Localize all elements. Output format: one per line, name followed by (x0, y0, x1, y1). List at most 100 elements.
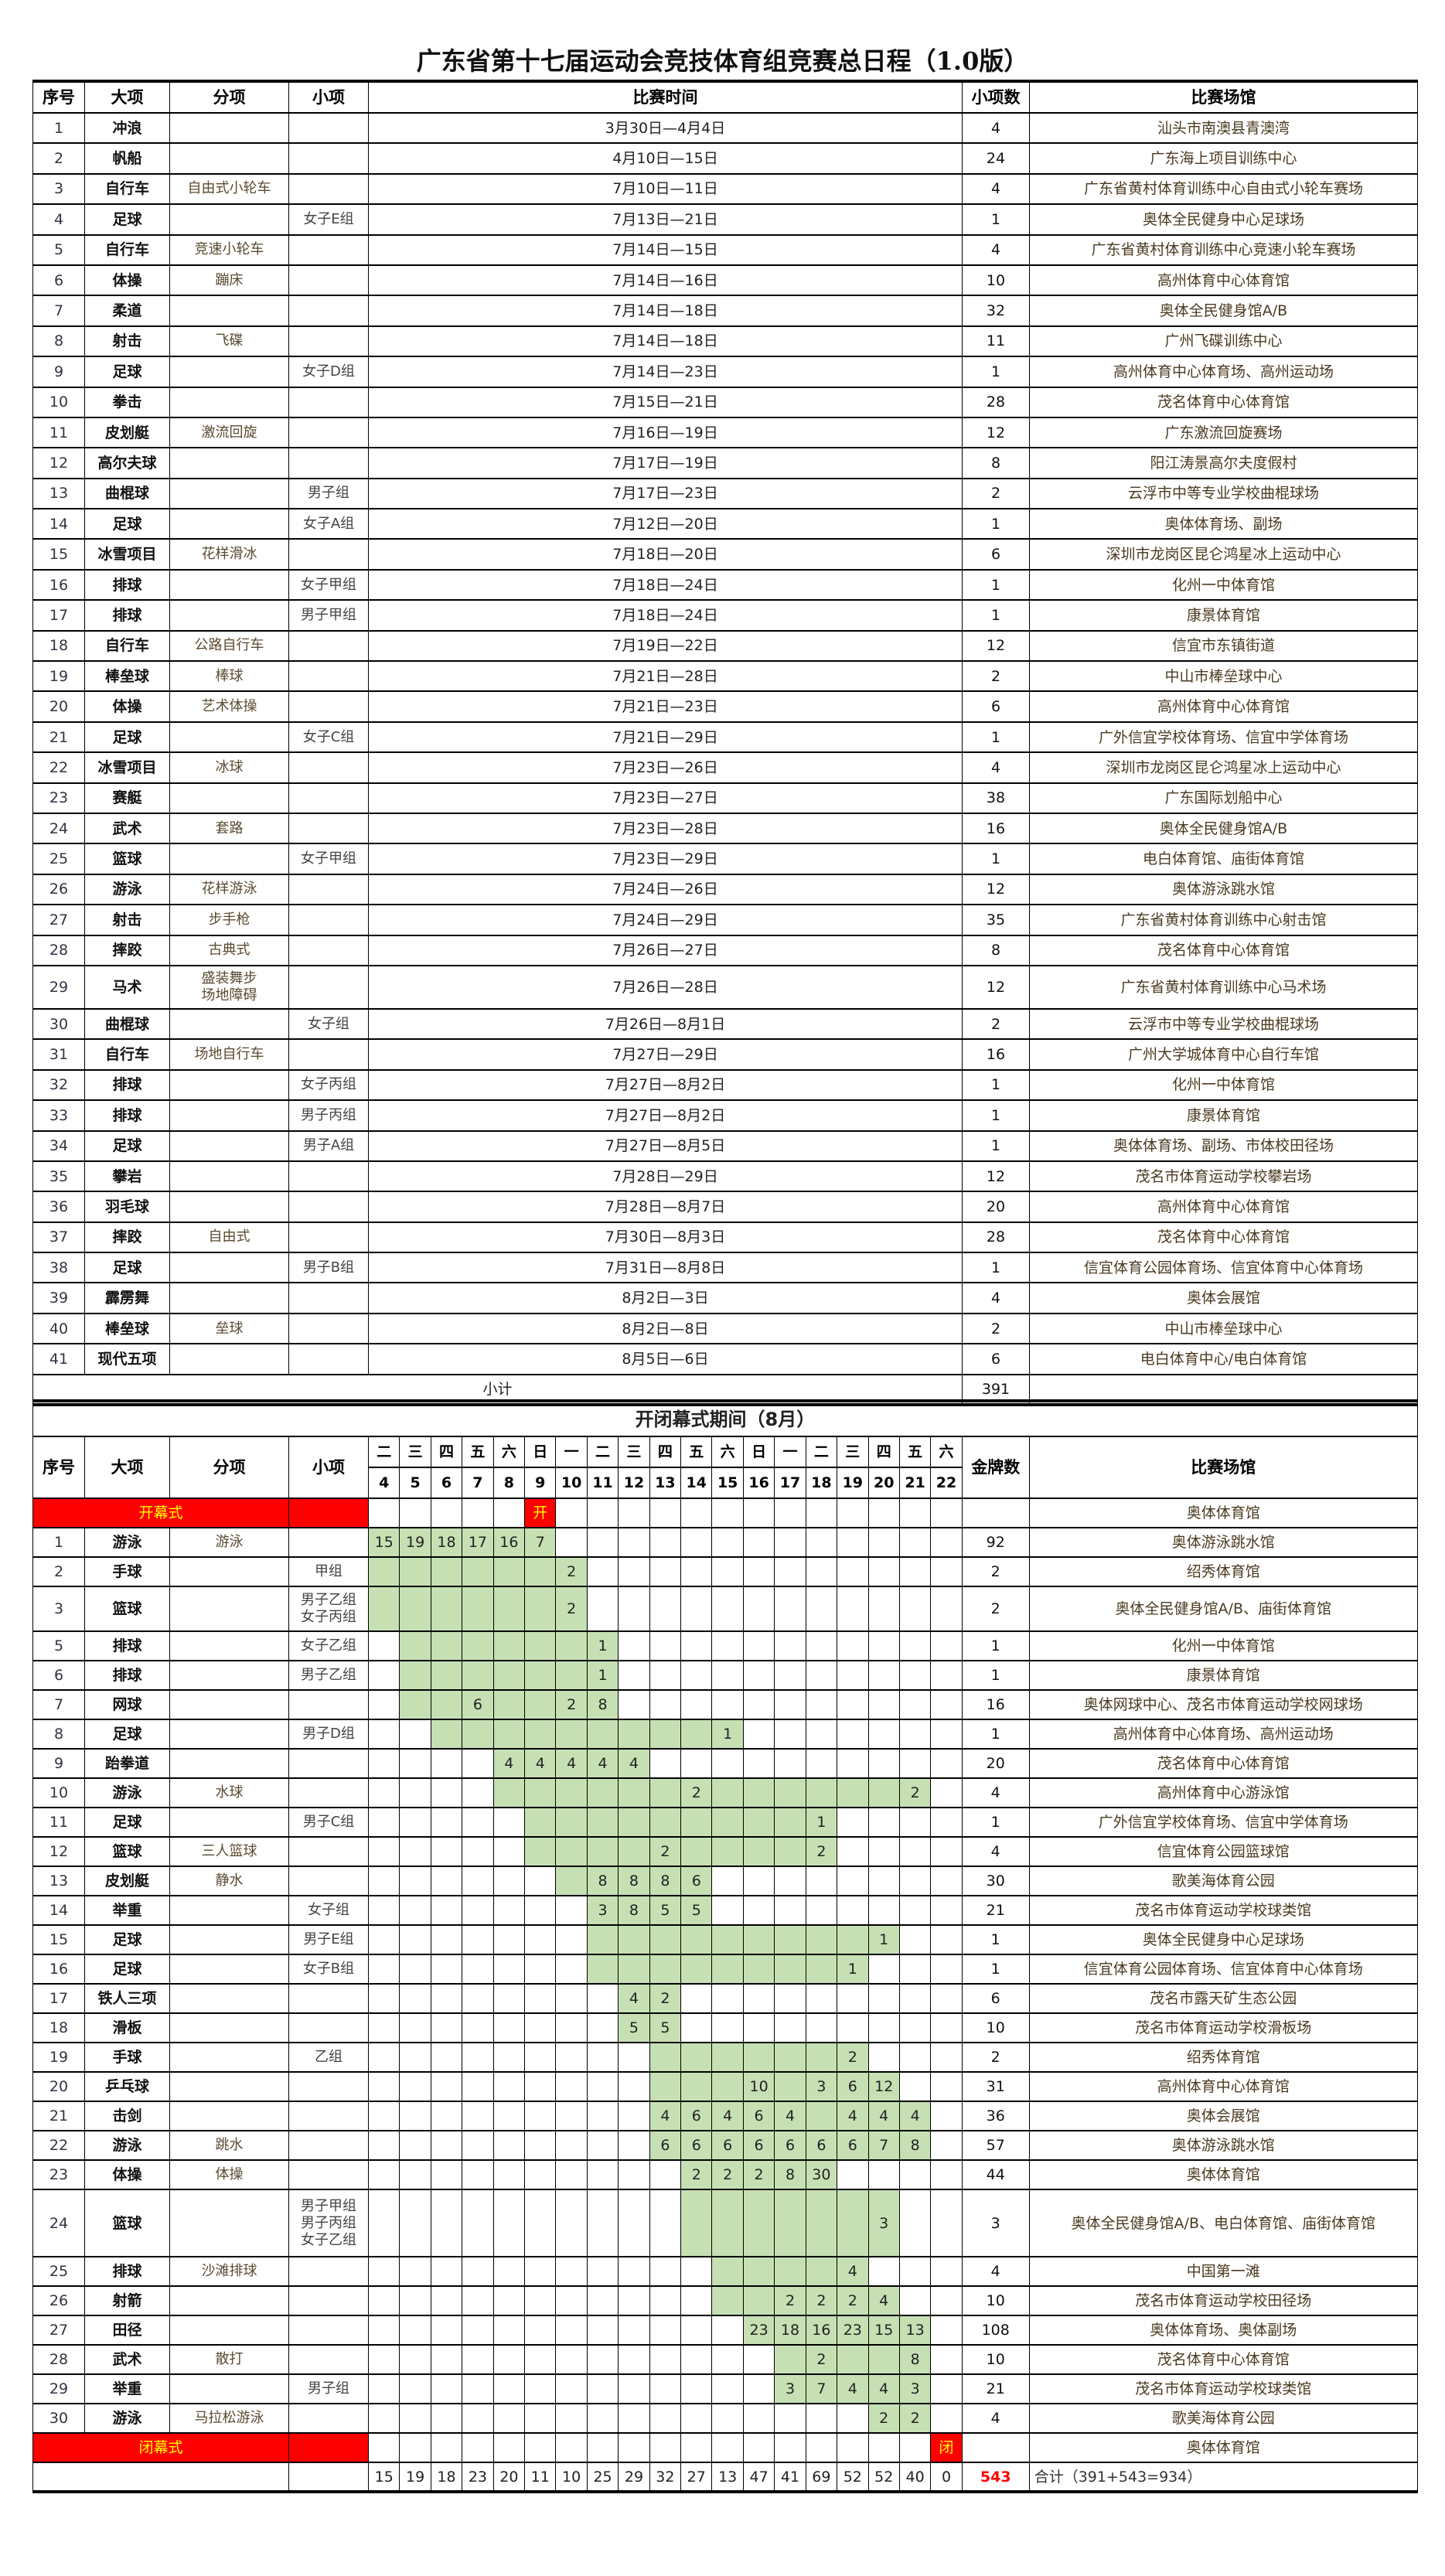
day-cell (711, 1498, 744, 1528)
day-cell (837, 1896, 869, 1926)
row-sport: 自行车 (84, 1039, 170, 1071)
day-cell (774, 1749, 806, 1779)
venue: 茂名市体育运动学校球类馆 (1028, 1896, 1418, 1926)
row-discipline (169, 204, 289, 236)
row-discipline: 公路自行车 (169, 630, 289, 663)
medal-count: 21 (961, 1896, 1030, 1926)
row-no: 29 (32, 2374, 85, 2404)
row-date: 8月2日—8日 (368, 1313, 963, 1345)
row-sport: 拳击 (84, 387, 170, 418)
row-event: 乙组 (288, 2043, 369, 2073)
day-cell (867, 2160, 900, 2190)
row-event-count: 6 (962, 1344, 1030, 1375)
medal-count: 4 (961, 2404, 1030, 2434)
day-cell (898, 1498, 932, 1528)
day-cell (618, 2189, 650, 2257)
day-cell (399, 1925, 431, 1955)
day-cell (711, 1896, 744, 1926)
day-cell (805, 1719, 838, 1750)
weekday-header: 六 (930, 1436, 963, 1468)
row-discipline (169, 113, 289, 145)
schedule-row: 25 排球 沙滩排球 4 4 中国第一滩 (32, 2257, 1418, 2287)
opening-ceremony-label: 开幕式 (32, 1498, 289, 1528)
day-cell (430, 2189, 463, 2257)
row-discipline (169, 1069, 289, 1102)
day-cell (492, 2374, 526, 2404)
day-medal-cell: 16 (805, 2315, 838, 2346)
day-cell (680, 1557, 713, 1587)
day-cell (837, 1925, 869, 1955)
row-sport: 羽毛球 (84, 1191, 170, 1223)
day-cell (555, 1661, 588, 1691)
day-cell (898, 1690, 932, 1720)
row-event-count: 12 (962, 417, 1030, 449)
day-cell (555, 1778, 588, 1808)
row-event-count: 1 (962, 509, 1030, 540)
date-header: 17 (774, 1467, 806, 1499)
day-cell (586, 2315, 619, 2346)
schedule-row: 8 足球 男子D组 1 1 高州体育中心体育场、高州运动场 (32, 1719, 1418, 1750)
day-cell (742, 2374, 775, 2404)
row-date: 7月12日—20日 (368, 509, 963, 540)
row-venue: 茂名体育中心体育馆 (1029, 935, 1418, 966)
row-venue: 广东省黄村体育训练中心马术场 (1029, 965, 1418, 1010)
row-no: 34 (32, 1130, 85, 1162)
day-cell (618, 2433, 650, 2463)
table-row: 35 攀岩 7月28日—29日 12 茂名市体育运动学校攀岩场 (32, 1160, 1418, 1193)
row-venue: 云浮市中等专业学校曲棍球场 (1029, 1008, 1418, 1041)
table-row: 20 体操 艺术体操 7月21日—23日 6 高州体育中心体育馆 (32, 691, 1418, 723)
row-no: 14 (32, 509, 85, 540)
day-cell (711, 1837, 744, 1867)
row-sport: 皮划艇 (84, 1866, 170, 1896)
day-medal-cell: 3 (898, 2374, 932, 2404)
row-no: 12 (32, 448, 85, 479)
day-medal-cell: 4 (586, 1749, 619, 1779)
day-cell (586, 1984, 619, 2014)
row-venue: 深圳市龙岗区昆仑鸿星冰上运动中心 (1029, 752, 1418, 784)
row-event (288, 2013, 369, 2043)
day-cell (462, 1984, 494, 2014)
row-event-count: 35 (962, 905, 1030, 936)
row-no: 12 (32, 1837, 85, 1867)
row-venue: 信宜体育公园体育场、信宜体育中心体育场 (1029, 1252, 1418, 1284)
row-discipline (169, 2043, 289, 2073)
day-medal-cell: 2 (837, 2043, 869, 2073)
row-event (288, 905, 369, 936)
day-cell (867, 1837, 900, 1867)
daily-total: 69 (805, 2462, 838, 2493)
medal-count: 1 (961, 1954, 1030, 1985)
day-cell (898, 1557, 932, 1587)
day-cell (711, 2345, 744, 2375)
day-cell (367, 2257, 400, 2287)
day-cell (711, 2189, 744, 2257)
row-date: 7月16日—19日 (368, 417, 963, 449)
row-event (288, 1866, 369, 1896)
row-date: 7月14日—18日 (368, 295, 963, 327)
day-cell (837, 1498, 869, 1528)
row-discipline (169, 1719, 289, 1750)
day-cell (837, 1690, 869, 1720)
day-cell (805, 1896, 838, 1926)
row-event-count: 4 (962, 1283, 1030, 1314)
venue: 奥体网球中心、茂名市体育运动学校网球场 (1028, 1690, 1418, 1720)
venue: 茂名市体育运动学校滑板场 (1028, 2013, 1418, 2043)
day-cell (930, 2315, 963, 2346)
medal-count: 1 (961, 1808, 1030, 1838)
day-cell (680, 1586, 713, 1632)
day-cell (774, 1808, 806, 1838)
row-sport: 乒乓球 (84, 2072, 170, 2102)
medal-count: 2 (961, 1586, 1030, 1632)
day-cell (618, 2131, 650, 2161)
day-cell (492, 1984, 526, 2014)
row-event (288, 1690, 369, 1720)
row-event (288, 630, 369, 663)
day-medal-cell: 4 (867, 2286, 900, 2316)
schedule-row: 3 篮球 男子乙组 女子丙组 2 2 奥体全民健身馆A/B、庙街体育馆 (32, 1586, 1418, 1632)
schedule-row: 13 皮划艇 静水 8 8 8 6 30 歌美海体育公园 (32, 1866, 1418, 1896)
row-date: 7月14日—23日 (368, 356, 963, 388)
venue: 中国第一滩 (1028, 2257, 1418, 2287)
day-cell (430, 2043, 463, 2073)
day-cell (462, 1925, 494, 1955)
day-cell (837, 1808, 869, 1838)
venue: 信宜体育公园体育场、信宜体育中心体育场 (1028, 1954, 1418, 1985)
